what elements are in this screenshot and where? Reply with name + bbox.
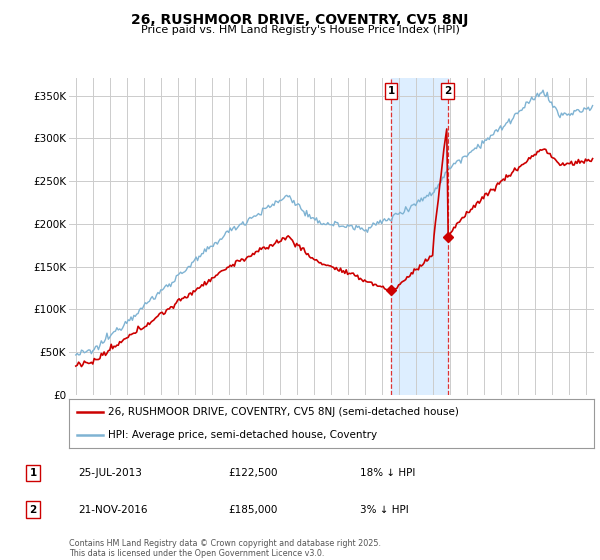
Text: 2: 2: [444, 86, 451, 96]
Text: £185,000: £185,000: [228, 505, 277, 515]
Text: 1: 1: [388, 86, 395, 96]
Text: 26, RUSHMOOR DRIVE, COVENTRY, CV5 8NJ (semi-detached house): 26, RUSHMOOR DRIVE, COVENTRY, CV5 8NJ (s…: [109, 407, 459, 417]
Text: Contains HM Land Registry data © Crown copyright and database right 2025.
This d: Contains HM Land Registry data © Crown c…: [69, 539, 381, 558]
Bar: [391, 78, 448, 395]
Text: 18% ↓ HPI: 18% ↓ HPI: [360, 468, 415, 478]
Text: 1: 1: [29, 468, 37, 478]
Text: 26, RUSHMOOR DRIVE, COVENTRY, CV5 8NJ: 26, RUSHMOOR DRIVE, COVENTRY, CV5 8NJ: [131, 13, 469, 27]
Text: HPI: Average price, semi-detached house, Coventry: HPI: Average price, semi-detached house,…: [109, 430, 377, 440]
Text: 21-NOV-2016: 21-NOV-2016: [78, 505, 148, 515]
Text: £122,500: £122,500: [228, 468, 277, 478]
Text: 3% ↓ HPI: 3% ↓ HPI: [360, 505, 409, 515]
Text: 25-JUL-2013: 25-JUL-2013: [78, 468, 142, 478]
Text: 2: 2: [29, 505, 37, 515]
Text: Price paid vs. HM Land Registry's House Price Index (HPI): Price paid vs. HM Land Registry's House …: [140, 25, 460, 35]
